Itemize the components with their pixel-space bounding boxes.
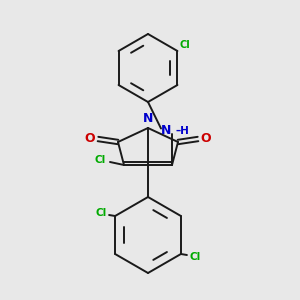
Text: Cl: Cl [94,155,106,165]
Text: O: O [85,131,95,145]
Text: N: N [161,124,171,137]
Text: O: O [201,131,211,145]
Text: Cl: Cl [95,208,107,218]
Text: Cl: Cl [189,252,200,262]
Text: –H: –H [176,125,190,136]
Text: N: N [143,112,153,125]
Text: Cl: Cl [179,40,190,50]
